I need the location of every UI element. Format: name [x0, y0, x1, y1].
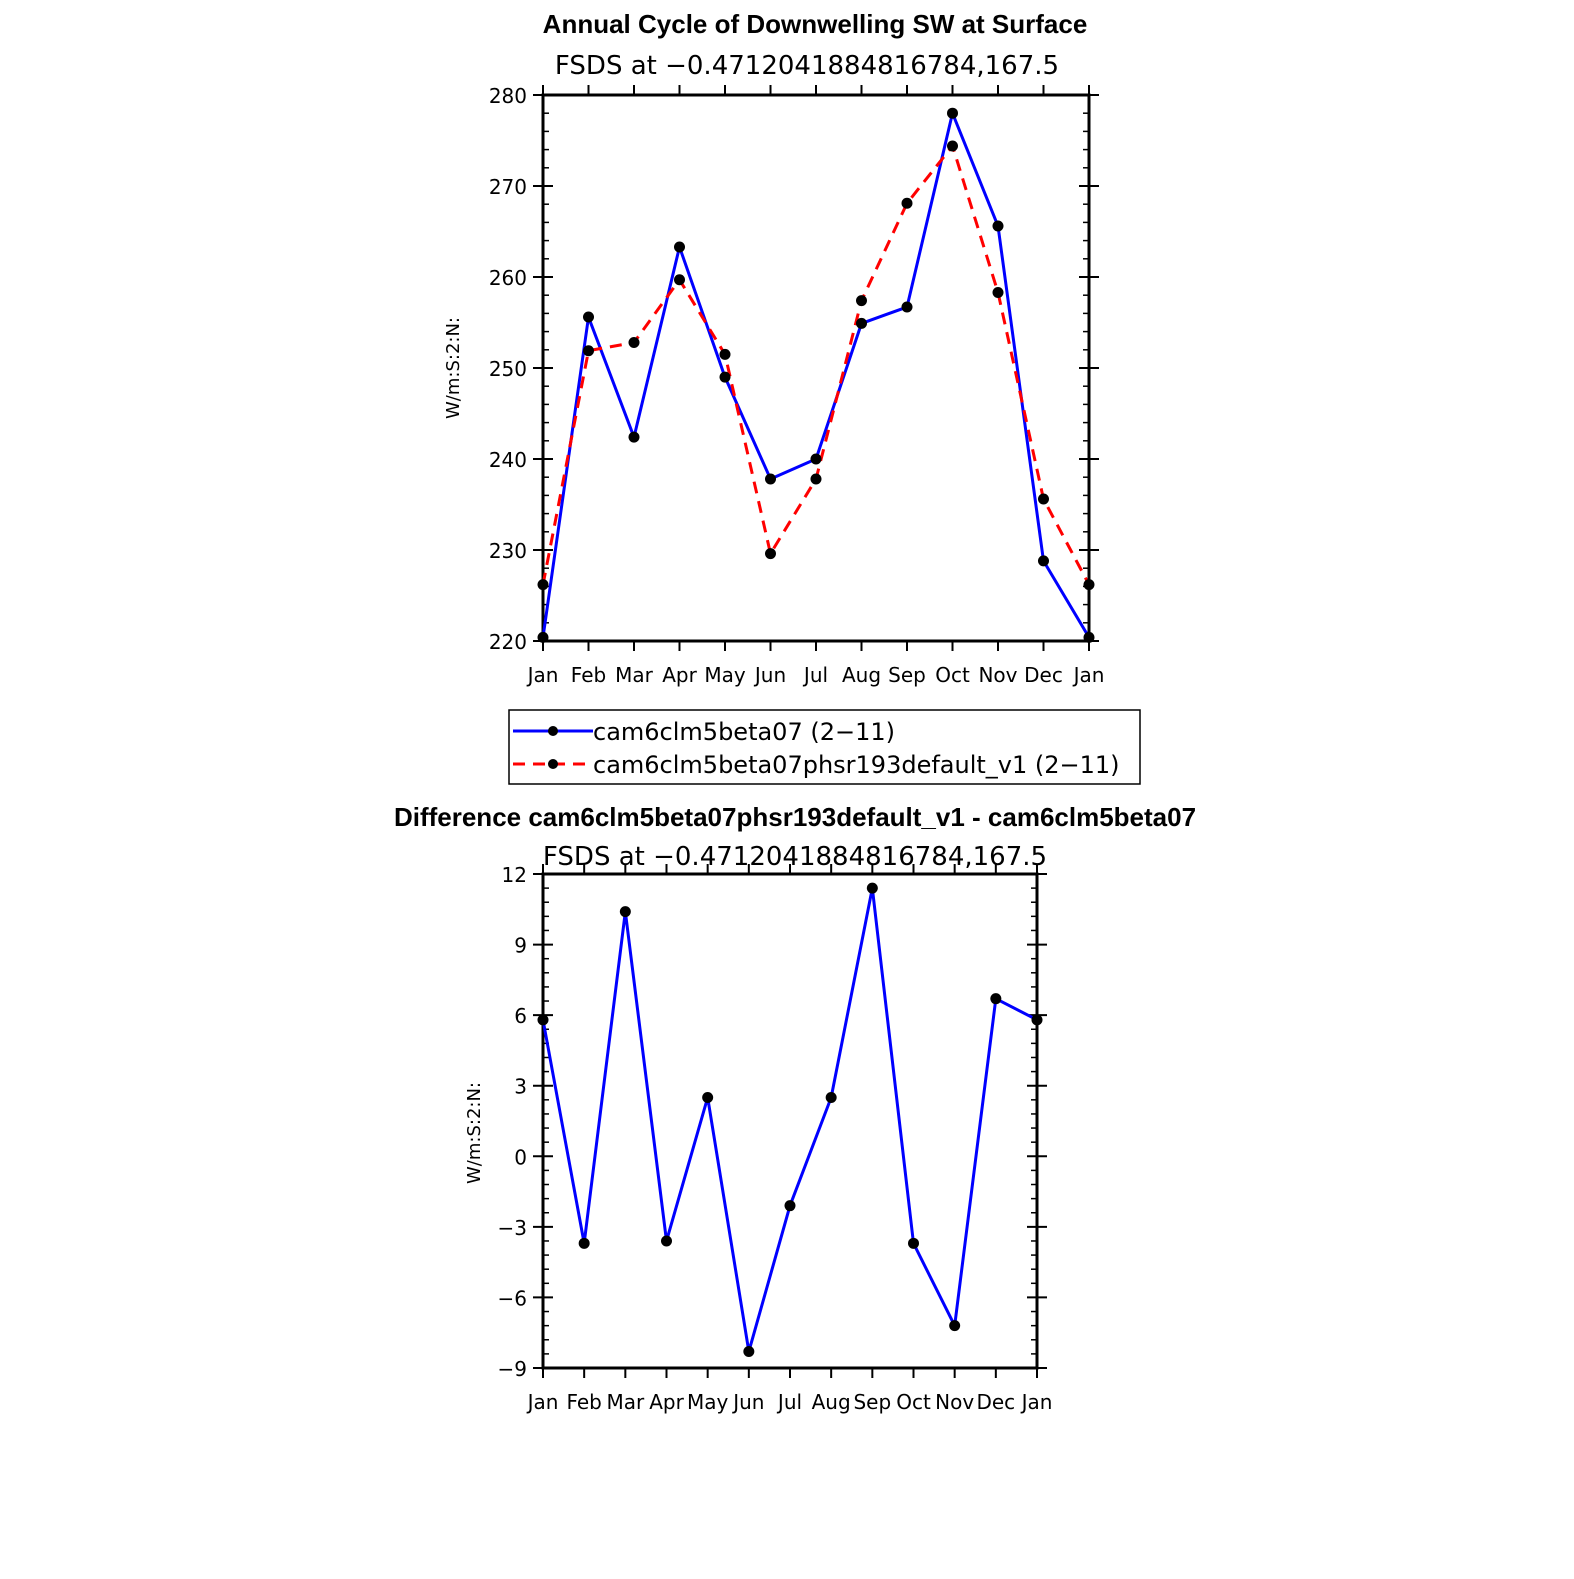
y-tick-label: −9 [498, 1357, 527, 1381]
y-tick-label: 250 [489, 357, 527, 381]
y-tick-label: 12 [502, 863, 527, 887]
data-point-series-1 [578, 1237, 590, 1249]
data-point-series-1 [583, 311, 594, 323]
data-point-series-2 [765, 548, 776, 560]
data-point-series-1 [765, 473, 776, 485]
data-point-series-1 [628, 431, 640, 443]
chart-subtitle: FSDS at −0.4712041884816784,167.5 [543, 842, 1047, 872]
y-axis-label: W/m:S:2:N: [443, 317, 464, 419]
difference-chart: Difference cam6clm5beta07phsr193default_… [394, 802, 1196, 1414]
y-axis-label: W/m:S:2:N: [464, 1082, 485, 1184]
x-tick-label: May [704, 663, 746, 687]
data-point-series-2 [992, 286, 1004, 298]
y-tick-label: −6 [498, 1286, 527, 1310]
data-point-series-2 [947, 140, 958, 152]
data-point-series-1 [810, 453, 822, 465]
y-tick-label: 240 [489, 448, 527, 472]
data-point-series-1 [1031, 1014, 1043, 1026]
y-tick-label: 6 [514, 1004, 527, 1028]
data-point-series-2 [856, 295, 867, 307]
y-tick-label: 280 [489, 84, 527, 108]
x-tick-label: May [687, 1390, 729, 1414]
x-tick-label: Jan [1072, 663, 1105, 687]
x-tick-label: Aug [812, 1390, 851, 1414]
x-tick-label: Jun [753, 663, 786, 687]
x-tick-label: Feb [571, 663, 606, 687]
y-tick-label: 9 [514, 934, 527, 958]
x-tick-label: Jul [802, 663, 828, 687]
data-point-series-1 [908, 1237, 919, 1249]
x-tick-label: Mar [606, 1390, 645, 1414]
legend-label-series-1: cam6clm5beta07 (2−11) [593, 718, 895, 746]
data-point-series-2 [1083, 579, 1095, 591]
x-tick-label: Jan [526, 1390, 559, 1414]
x-tick-label: Nov [935, 1390, 974, 1414]
data-point-series-2 [1038, 493, 1049, 505]
x-tick-label: Feb [566, 1390, 601, 1414]
legend-marker-series-1 [548, 726, 558, 736]
legend: cam6clm5beta07 (2−11) cam6clm5beta07phsr… [508, 709, 1141, 785]
chart-title: Annual Cycle of Downwelling SW at Surfac… [543, 9, 1088, 39]
x-tick-label: Mar [615, 663, 654, 687]
data-point-series-1 [992, 220, 1004, 232]
data-point-series-1 [537, 631, 549, 643]
y-tick-label: −3 [498, 1216, 527, 1240]
data-point-series-1 [719, 371, 731, 383]
data-point-series-1 [1038, 555, 1049, 567]
data-point-series-1 [743, 1346, 755, 1358]
x-tick-label: Oct [896, 1390, 931, 1414]
x-tick-label: Apr [649, 1390, 684, 1414]
data-point-series-1 [990, 993, 1002, 1005]
x-tick-label: Dec [1024, 663, 1063, 687]
y-tick-label: 3 [514, 1075, 527, 1099]
y-tick-label: 0 [514, 1145, 527, 1169]
x-tick-label: Jan [526, 663, 559, 687]
data-point-series-1 [619, 906, 631, 918]
data-point-series-1 [702, 1091, 714, 1103]
x-tick-label: Jul [776, 1390, 802, 1414]
data-point-series-1 [949, 1320, 961, 1332]
data-point-series-1 [825, 1091, 837, 1103]
data-point-series-1 [866, 882, 878, 894]
legend-box [508, 709, 1141, 785]
data-point-series-2 [719, 348, 731, 360]
data-point-series-1 [674, 241, 685, 253]
x-tick-label: Nov [978, 663, 1017, 687]
y-tick-label: 230 [489, 539, 527, 563]
data-point-series-2 [901, 197, 913, 209]
chart-subtitle: FSDS at −0.4712041884816784,167.5 [555, 51, 1059, 81]
y-tick-label: 270 [489, 175, 527, 199]
data-point-series-1 [661, 1235, 672, 1247]
legend-marker-series-2 [548, 759, 558, 769]
data-point-series-2 [537, 579, 549, 591]
x-tick-label: Sep [853, 1390, 891, 1414]
x-tick-label: Jun [731, 1390, 764, 1414]
x-tick-label: Dec [976, 1390, 1015, 1414]
data-point-series-1 [947, 107, 958, 119]
data-point-series-1 [784, 1200, 796, 1212]
x-tick-label: Aug [842, 663, 881, 687]
x-tick-label: Apr [662, 663, 697, 687]
data-point-series-1 [901, 301, 913, 313]
data-point-series-2 [628, 337, 640, 349]
chart-title: Difference cam6clm5beta07phsr193default_… [394, 802, 1196, 832]
x-tick-label: Sep [888, 663, 926, 687]
data-point-series-2 [810, 473, 822, 485]
data-point-series-1 [856, 317, 867, 329]
legend-label-series-2: cam6clm5beta07phsr193default_v1 (2−11) [593, 751, 1120, 779]
data-point-series-1 [1083, 631, 1095, 643]
data-point-series-2 [674, 274, 685, 286]
y-tick-label: 220 [489, 630, 527, 654]
data-point-series-2 [583, 345, 594, 357]
data-point-series-1 [537, 1014, 549, 1026]
annual-cycle-chart: Annual Cycle of Downwelling SW at Surfac… [443, 9, 1104, 687]
x-tick-label: Jan [1020, 1390, 1053, 1414]
y-tick-label: 260 [489, 266, 527, 290]
x-tick-label: Oct [935, 663, 970, 687]
